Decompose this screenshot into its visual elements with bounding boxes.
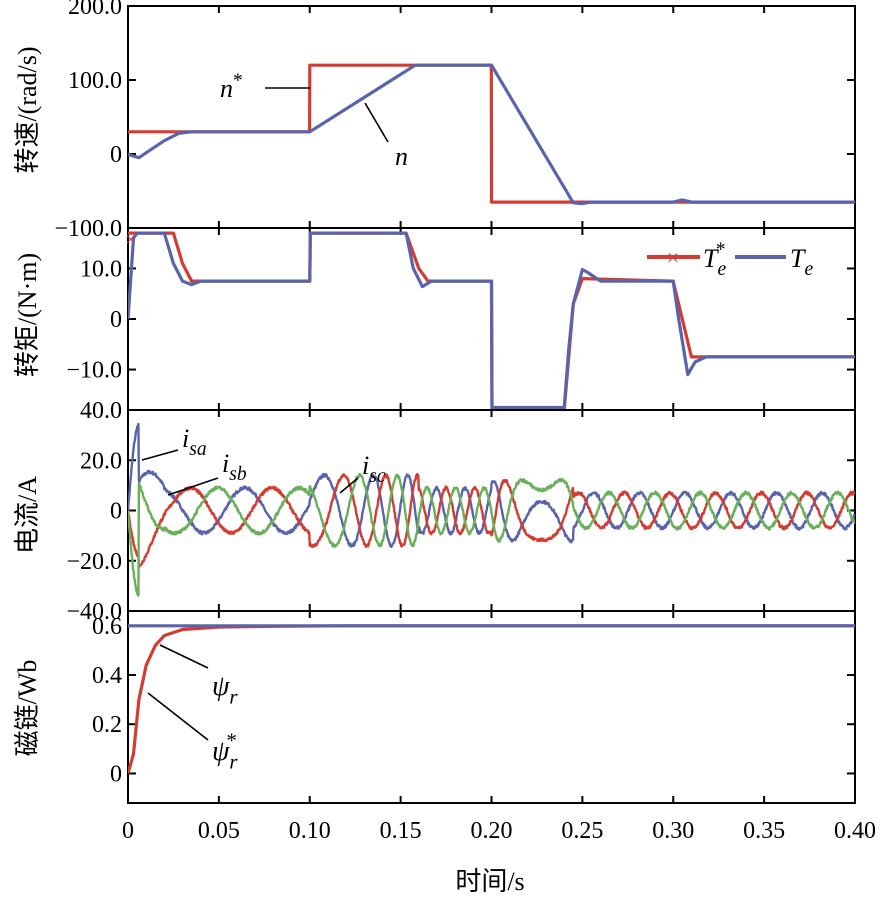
te-line (128, 231, 855, 410)
legend: × Te* Te (647, 239, 813, 280)
isc-label: isc (362, 451, 386, 487)
x-axis-title: 时间/s (455, 867, 524, 896)
x-tick-label: 0.05 (198, 818, 240, 844)
isa-leader (141, 449, 179, 461)
y-tick-label: 0 (110, 142, 122, 168)
y-tick-label: −10.0 (66, 358, 122, 384)
psi-r-label: ψr (212, 671, 238, 708)
plot-area (128, 422, 855, 597)
y-tick-label: 40.0 (80, 398, 122, 424)
x-tick-label: 0.25 (561, 818, 603, 844)
isa-label: isa (182, 424, 207, 460)
n-line (128, 63, 855, 206)
panel-3: −40.0 −20.0 0 20.0 40.0 电流/A isa isb isc (13, 398, 856, 625)
y-tick-label: −20.0 (66, 549, 122, 575)
x-tick-label: 0.10 (289, 818, 331, 844)
y-tick-label: −40.0 (66, 599, 122, 625)
plot-area (128, 231, 855, 410)
x-tick-label: 0.35 (743, 818, 785, 844)
y-tick-label: 10.0 (80, 256, 122, 282)
y-tick-label: 0 (110, 499, 122, 525)
isa-line (128, 422, 855, 548)
y-tick-label: 20.0 (80, 448, 122, 474)
x-tick-label: 0.40 (834, 818, 876, 844)
y-tick-label: 0.6 (92, 614, 122, 640)
x-axis: 0 0.05 0.10 0.15 0.20 0.25 0.30 0.35 0.40 (122, 818, 876, 844)
panel-2: −10.0 0 10.0 转矩/(N·m) × Te* Te × (13, 227, 856, 411)
isc-leader (339, 477, 359, 494)
psi-r-leader (159, 644, 209, 669)
x-tick-label: 0.30 (652, 818, 694, 844)
isb-label: isb (222, 449, 247, 485)
y-tick-label: 0.4 (92, 663, 122, 689)
panel-1: −100.0 0 100.0 200.0 转速/(rad/s) n* n (13, 0, 856, 242)
panels: −100.0 0 100.0 200.0 转速/(rad/s) n* n −10.0 0 10.0… (13, 0, 856, 804)
te-ref-start-marker: × (125, 229, 136, 251)
y-tick-label: 0.2 (92, 712, 122, 738)
y-tick-label: 200.0 (68, 0, 122, 20)
y-axis-title: 转速/(rad/s) (13, 46, 42, 173)
y-tick-label: 0 (110, 307, 122, 333)
y-tick-label: −100.0 (54, 216, 122, 242)
legend-te-label: Te (790, 244, 813, 280)
y-axis-title: 转矩/(N·m) (13, 253, 42, 377)
y-tick-label: 0 (110, 761, 122, 787)
isb-leader (167, 477, 219, 496)
y-axis-title: 电流/A (13, 476, 42, 554)
plot-area (128, 624, 855, 774)
n-label: n (395, 142, 408, 171)
y-axis-title: 磁链/Wb (13, 660, 42, 757)
legend-te-ref-label: Te* (703, 239, 726, 279)
panel-4: 0 0.2 0.4 0.6 磁链/Wb ψr ψr* (13, 610, 856, 804)
n-leader (364, 102, 389, 143)
psi-r-ref-label: ψr* (212, 728, 238, 773)
x-tick-label: 0.15 (380, 818, 422, 844)
isc-line (128, 472, 855, 597)
x-tick-label: 0 (122, 818, 134, 844)
legend-te-ref-marker: × (667, 245, 679, 270)
n-ref-label: n* (220, 71, 243, 103)
psi-r-ref-leader (147, 692, 209, 741)
x-tick-label: 0.20 (471, 818, 513, 844)
isb-line (128, 473, 855, 569)
y-tick-label: 100.0 (68, 68, 122, 94)
plot-area (128, 63, 855, 206)
